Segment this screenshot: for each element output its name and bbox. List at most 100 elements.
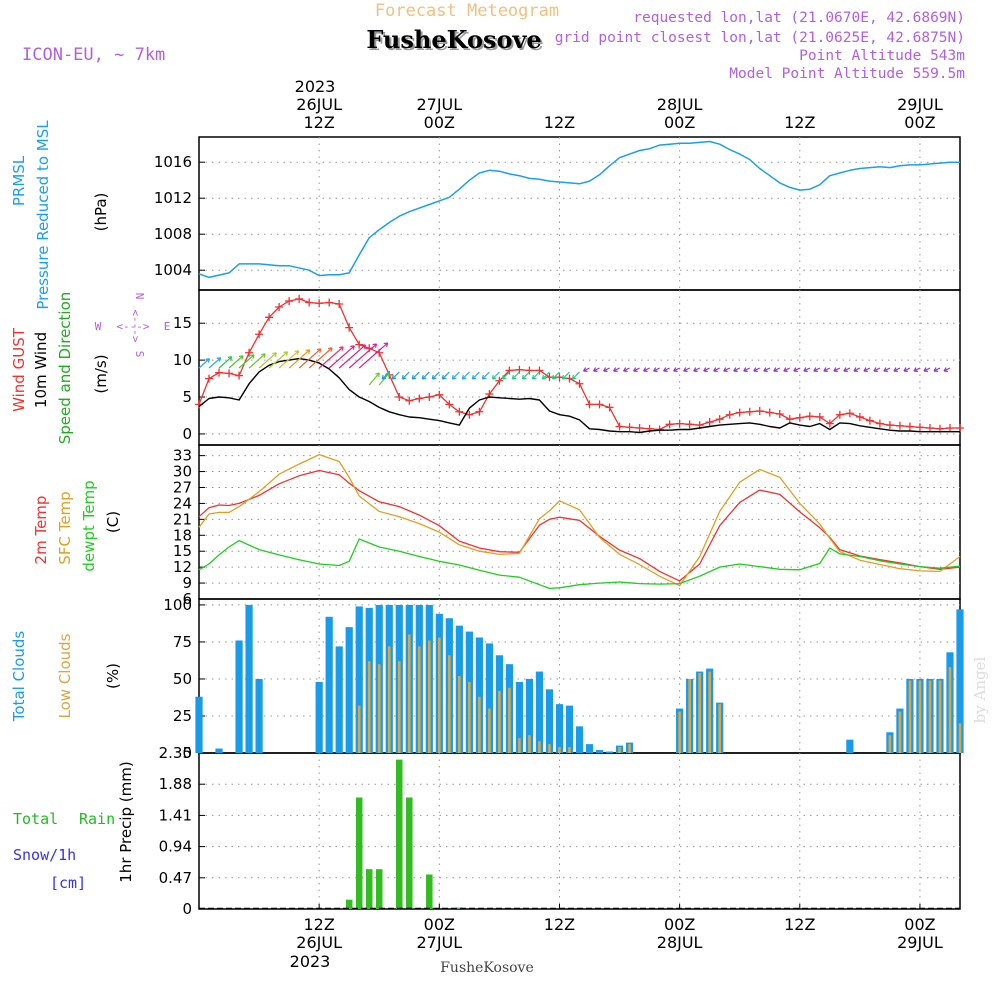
gust-marker [925, 424, 934, 433]
total-cloud-bar [485, 643, 493, 753]
y-tick-label: 6 [182, 590, 192, 608]
clouds-unit: (%) [104, 663, 122, 689]
low-cloud-bar [698, 673, 701, 753]
wind-direction-arrow [368, 372, 380, 386]
wind-line [198, 357, 960, 434]
low-cloud-bar [518, 738, 521, 753]
wind-direction-arrow [572, 371, 580, 380]
wind-direction-arrow [491, 371, 500, 380]
gust-marker [245, 348, 254, 357]
gust-marker [885, 421, 894, 430]
top-date-label: 28JUL [657, 95, 703, 114]
low-cloud-bar [488, 708, 491, 753]
wind-arrow-head [551, 374, 557, 380]
temp2m-line [198, 469, 961, 582]
y-tick-label: 12 [173, 558, 192, 576]
wind-direction-arrow [238, 354, 255, 369]
gust-marker [215, 368, 224, 377]
gust-marker [305, 298, 314, 307]
y-tick-label: 30 [173, 463, 192, 481]
wind-arrow-head [238, 355, 244, 360]
wind-arrow-head [216, 357, 222, 362]
low-clouds-label: Low Clouds [56, 633, 74, 718]
low-cloud-bar [958, 723, 962, 753]
wind-direction-arrow [411, 371, 420, 380]
y-tick-label: 21 [173, 510, 192, 528]
y-tick-label: 75 [173, 633, 192, 651]
bottom-date-label: 28JUL [657, 933, 703, 952]
gust-marker [815, 412, 824, 421]
total-cloud-bar [565, 705, 574, 753]
low-cloud-bar [618, 747, 621, 753]
gust-marker [785, 415, 794, 424]
wind-arrow-head [633, 367, 638, 373]
wind-arrow-head [571, 374, 577, 380]
low-cloud-bar [538, 741, 541, 753]
wind-arrow-head [391, 374, 397, 380]
gust-label: Wind GUST [10, 327, 28, 412]
gust-marker [825, 419, 834, 428]
low-cloud-bar [508, 687, 511, 753]
wind-arrow-head [903, 367, 908, 373]
compass-vertical-arrow: <---> [129, 309, 142, 342]
low-cloud-bar [558, 747, 561, 753]
y-tick-label: 33 [173, 447, 192, 465]
year-bottom: 2023 [290, 952, 331, 971]
wind-arrow-head [823, 367, 828, 373]
low-cloud-bar [888, 735, 892, 753]
gust-marker [705, 418, 714, 427]
gust-marker [265, 313, 274, 322]
wind-arrow-head [461, 374, 467, 380]
total-cloud-bar [575, 726, 584, 753]
top-hour-label: 00Z [424, 113, 455, 132]
wind-arrow-head [401, 374, 407, 380]
precip-unit: 1hr Precip (mm) [117, 761, 135, 882]
gust-marker [335, 300, 344, 309]
low-cloud-bar [357, 705, 361, 753]
gust-marker [285, 297, 294, 306]
wind-direction-arrow [278, 350, 300, 369]
gust-marker [345, 323, 354, 332]
credit: by Angel [971, 656, 989, 723]
wind-arrow-head [743, 367, 748, 373]
gust-marker [625, 423, 634, 432]
y-tick-label: 1008 [154, 225, 192, 243]
low-cloud-bar [448, 655, 451, 753]
direction-label: Speed and Direction [56, 292, 74, 445]
gust-marker [835, 410, 844, 419]
y-tick-label: 1012 [154, 189, 192, 207]
total-cloud-bar [245, 604, 253, 753]
wind-arrow-head [893, 367, 898, 373]
y-tick-label: 1004 [154, 261, 192, 279]
top-hour-label: 00Z [664, 113, 695, 132]
sfc-temp-line [198, 453, 961, 587]
wind-label: 10m Wind [32, 332, 50, 408]
bottom-hour-label: 12Z [784, 915, 815, 934]
wind-arrow-head [613, 367, 618, 373]
prmsl-unit: (hPa) [92, 193, 110, 232]
bottom-date-label: 27JUL [416, 933, 462, 952]
y-tick-label: 15 [173, 314, 192, 332]
y-tick-label: 5 [182, 388, 192, 406]
wind-arrow-head [531, 374, 537, 380]
wind-arrow-head [250, 354, 255, 359]
gust-marker [415, 394, 424, 403]
gust-marker [685, 420, 694, 429]
top-date-label: 27JUL [416, 95, 462, 114]
wind-direction-arrow [218, 356, 233, 369]
snow-unit: [cm] [50, 874, 86, 892]
pressure-line [198, 140, 960, 279]
wind-arrow-head [491, 374, 497, 380]
low-cloud-bar [568, 747, 571, 753]
compass-w: W [95, 320, 102, 333]
y-tick-label: 15 [173, 542, 192, 560]
total-clouds-label: Total Clouds [10, 631, 28, 723]
rain-bar [345, 899, 353, 909]
low-cloud-bar [387, 646, 391, 753]
wind-arrow-head [361, 344, 367, 349]
y-tick-label: 0.47 [159, 869, 192, 887]
wind-arrow-head [653, 367, 658, 373]
wind-arrow-head [471, 374, 477, 380]
wind-arrow-head [305, 349, 311, 354]
gust-marker [615, 422, 624, 431]
